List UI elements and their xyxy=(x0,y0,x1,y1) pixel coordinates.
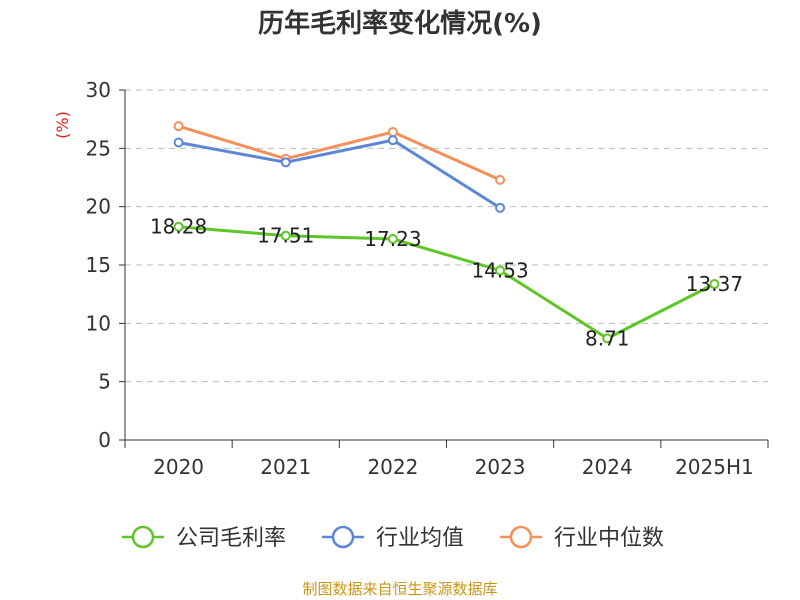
legend-swatch-marker xyxy=(131,525,155,549)
data-point xyxy=(173,121,184,132)
chart-title: 历年毛利率变化情况(%) xyxy=(258,8,542,39)
y-tick-label: 30 xyxy=(86,78,111,102)
legend-label: 公司毛利率 xyxy=(176,526,286,551)
data-point xyxy=(387,135,398,146)
x-tick-label: 2024 xyxy=(582,455,633,479)
data-point xyxy=(280,230,291,241)
data-label: 14.53 xyxy=(471,258,528,282)
data-point xyxy=(495,174,506,185)
data-point xyxy=(709,279,720,290)
series-lines: 18.28 17.51 17.23 14.53 8.71 13.37 xyxy=(150,121,743,350)
y-tick-label: 5 xyxy=(98,370,111,394)
data-label: 17.51 xyxy=(257,224,314,248)
data-point xyxy=(495,202,506,213)
x-tick-label: 2025H1 xyxy=(675,455,754,479)
source-note: 制图数据来自恒生聚源数据库 xyxy=(302,580,497,598)
data-point xyxy=(280,157,291,168)
y-axis-unit: (%) xyxy=(53,111,72,139)
y-tick-label: 15 xyxy=(86,253,111,277)
x-tick-label: 2023 xyxy=(475,455,526,479)
data-label: 17.23 xyxy=(364,227,421,251)
x-tick-label: 2022 xyxy=(367,455,418,479)
legend-swatch-marker xyxy=(331,525,355,549)
y-tick-label: 25 xyxy=(86,136,111,160)
legend: 公司毛利率 行业均值 行业中位数 xyxy=(122,525,664,551)
data-point xyxy=(602,333,613,344)
legend-swatch-marker xyxy=(509,525,533,549)
data-label: 8.71 xyxy=(585,326,630,350)
y-axis-ticks: 0 5 10 15 20 25 30 xyxy=(86,78,125,452)
x-axis-ticks: 2020 2021 2022 2023 2024 2025H1 xyxy=(124,440,769,479)
legend-label: 行业均值 xyxy=(376,526,464,551)
data-point xyxy=(387,127,398,137)
data-label: 13.37 xyxy=(686,272,743,296)
data-point xyxy=(173,221,184,232)
data-label: 18.28 xyxy=(150,215,207,239)
gridlines xyxy=(125,89,768,383)
x-tick-label: 2020 xyxy=(153,455,204,479)
y-tick-label: 0 xyxy=(98,428,111,452)
data-point xyxy=(173,137,184,148)
y-tick-label: 10 xyxy=(86,311,111,335)
series-line xyxy=(178,124,501,182)
x-tick-label: 2021 xyxy=(260,455,311,479)
data-point xyxy=(495,265,506,276)
legend-label: 行业中位数 xyxy=(554,526,664,551)
y-tick-label: 20 xyxy=(86,195,111,219)
series-line xyxy=(178,225,716,340)
series-line xyxy=(178,138,501,210)
data-point xyxy=(387,233,398,244)
